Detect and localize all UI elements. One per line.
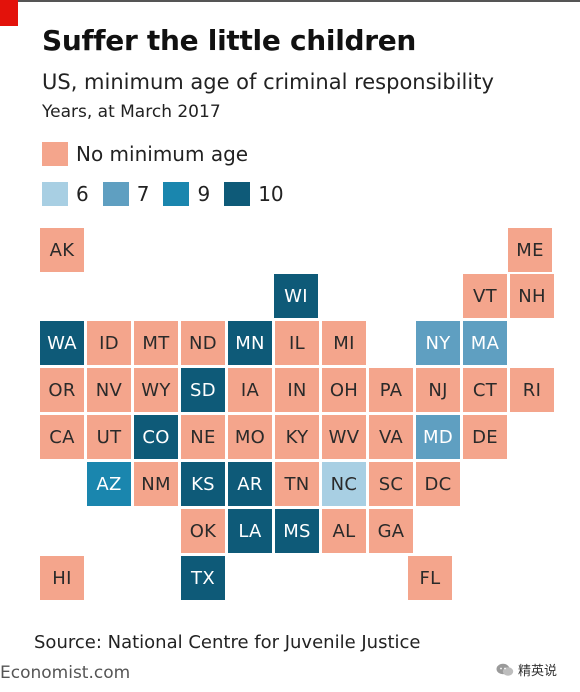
state-tile-ne: NE <box>181 415 225 459</box>
state-tile-ga: GA <box>369 509 413 553</box>
chart-unit: Years, at March 2017 <box>42 102 221 122</box>
state-tile-tx: TX <box>181 556 225 600</box>
state-tile-il: IL <box>275 321 319 365</box>
legend-label-7: 7 <box>136 182 150 206</box>
legend-item-9: 9 <box>163 182 210 206</box>
state-tile-fl: FL <box>408 556 452 600</box>
state-tile-in: IN <box>275 368 319 412</box>
state-tile-nc: NC <box>322 462 366 506</box>
legend-swatch-7 <box>102 182 129 206</box>
legend-swatch-9 <box>163 182 190 206</box>
state-tile-ak: AK <box>40 228 84 272</box>
legend-row-ages: 6 7 9 10 <box>42 182 298 206</box>
state-tile-ut: UT <box>87 415 131 459</box>
state-tile-co: CO <box>134 415 178 459</box>
site-credit: Economist.com <box>0 663 131 683</box>
chart-title: Suffer the little children <box>42 24 417 57</box>
state-tile-ia: IA <box>228 368 272 412</box>
state-tile-ky: KY <box>275 415 319 459</box>
legend-swatch-10 <box>224 182 251 206</box>
state-tile-mo: MO <box>228 415 272 459</box>
legend-label-10: 10 <box>258 182 284 206</box>
state-tile-pa: PA <box>369 368 413 412</box>
state-tile-ri: RI <box>510 368 554 412</box>
state-tile-or: OR <box>40 368 84 412</box>
state-tile-hi: HI <box>40 556 84 600</box>
state-tile-la: LA <box>228 509 272 553</box>
state-tile-nh: NH <box>510 274 554 318</box>
legend-item-6: 6 <box>42 182 89 206</box>
legend-item-7: 7 <box>102 182 150 206</box>
state-tile-mi: MI <box>322 321 366 365</box>
state-tile-dc: DC <box>416 462 460 506</box>
state-tile-ct: CT <box>463 368 507 412</box>
state-tile-wi: WI <box>274 274 318 318</box>
state-tile-wa: WA <box>40 321 84 365</box>
state-tile-sd: SD <box>181 368 225 412</box>
state-tile-de: DE <box>463 415 507 459</box>
state-tile-md: MD <box>416 415 460 459</box>
state-tile-az: AZ <box>87 462 131 506</box>
state-tile-nm: NM <box>134 462 178 506</box>
state-tile-mt: MT <box>134 321 178 365</box>
legend-swatch-6 <box>42 182 68 206</box>
state-tile-nj: NJ <box>416 368 460 412</box>
state-tile-va: VA <box>369 415 413 459</box>
state-tile-wv: WV <box>322 415 366 459</box>
state-tile-vt: VT <box>463 274 507 318</box>
state-tile-ny: NY <box>416 321 460 365</box>
state-tile-id: ID <box>87 321 131 365</box>
state-tile-tn: TN <box>275 462 319 506</box>
legend-swatch-none <box>42 142 68 166</box>
state-tile-ks: KS <box>181 462 225 506</box>
state-tile-ma: MA <box>463 321 507 365</box>
legend-label-6: 6 <box>76 182 89 206</box>
top-rule <box>0 0 580 2</box>
state-tile-mn: MN <box>228 321 272 365</box>
state-tile-al: AL <box>322 509 366 553</box>
state-tile-sc: SC <box>369 462 413 506</box>
state-tile-me: ME <box>508 228 552 272</box>
state-tile-ok: OK <box>181 509 225 553</box>
watermark-text: 精英说 <box>518 664 558 679</box>
legend-label-none: No minimum age <box>76 142 249 166</box>
legend-row-none: No minimum age <box>42 142 262 166</box>
chat-bubble-icon <box>496 663 514 676</box>
state-tile-ca: CA <box>40 415 84 459</box>
state-tile-nv: NV <box>87 368 131 412</box>
legend-item-10: 10 <box>224 182 284 206</box>
watermark: 精英说 <box>496 660 557 679</box>
state-tile-nd: ND <box>181 321 225 365</box>
legend-item-none: No minimum age <box>42 142 248 166</box>
legend-label-9: 9 <box>197 182 211 206</box>
state-tile-ar: AR <box>228 462 272 506</box>
state-tile-oh: OH <box>322 368 366 412</box>
state-tile-ms: MS <box>275 509 319 553</box>
brand-red-tag <box>0 0 18 26</box>
state-tile-wy: WY <box>134 368 178 412</box>
source-note: Source: National Centre for Juvenile Jus… <box>34 632 421 653</box>
chart-subtitle: US, minimum age of criminal responsibili… <box>42 70 494 94</box>
